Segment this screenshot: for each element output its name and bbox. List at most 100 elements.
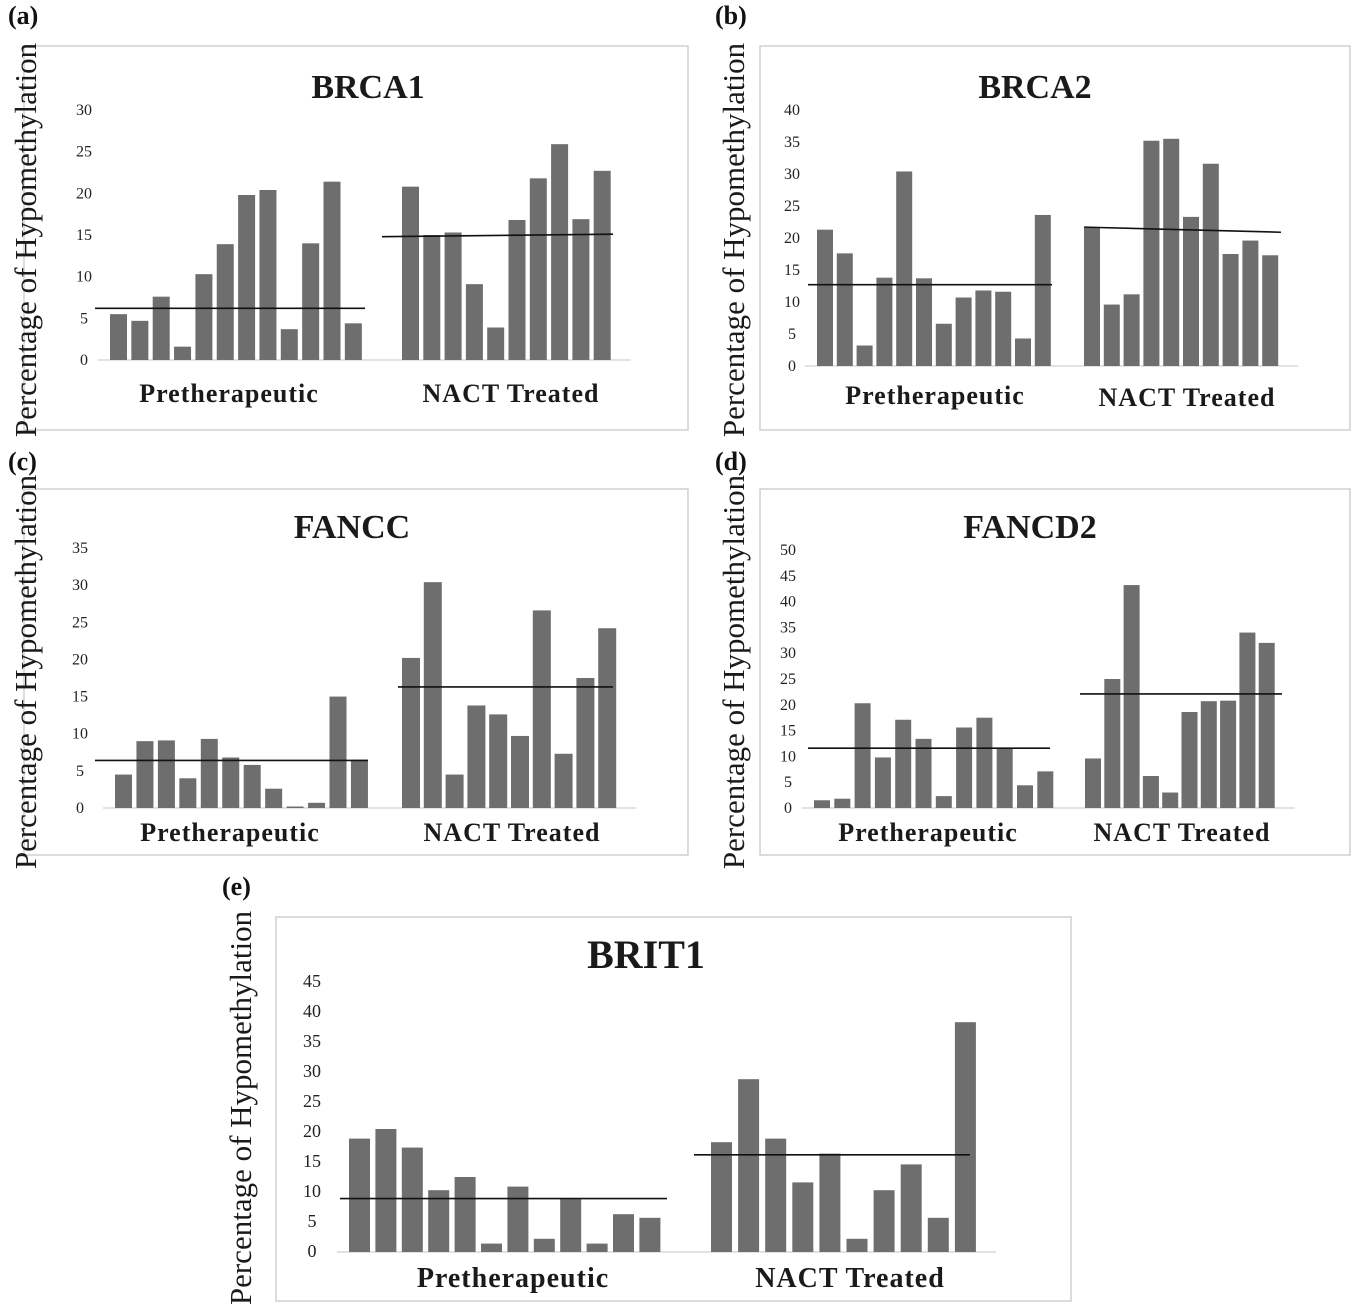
bar-nact-treated-6 [508,220,526,360]
y-tick-label: 35 [780,619,796,636]
bar-nact-treated-9 [1242,240,1259,366]
chart-title: BRCA1 [311,69,424,106]
chart-panel-brca1: (a) Percentage of Hypomethylation BRCA1 0 5 1… [8,1,689,437]
bar-nact-treated-3 [765,1138,787,1252]
bar-pretherapeutic-4 [179,778,197,808]
bar-pretherapeutic-10 [996,748,1013,808]
y-tick-label: 15 [303,1151,321,1171]
bar-pretherapeutic-4 [428,1190,450,1252]
bar-pretherapeutic-5 [454,1177,476,1252]
y-tick-label: 10 [76,269,92,286]
bar-pretherapeutic-9 [286,806,304,808]
chart-title: FANCD2 [963,509,1096,546]
y-axis-label: Percentage of Hypomethylation [8,474,43,869]
bar-pretherapeutic-4 [174,346,192,360]
y-tick-label: 25 [72,614,88,631]
bar-pretherapeutic-5 [195,274,213,360]
y-tick-label: 30 [780,645,796,662]
y-tick-label: 15 [780,723,796,740]
bar-nact-treated-4 [465,284,483,360]
panel-label: (b) [715,1,747,30]
bar-pretherapeutic-10 [302,243,320,360]
bar-pretherapeutic-11 [1017,785,1033,808]
bar-pretherapeutic-5 [895,719,912,808]
y-tick-label: 25 [303,1091,321,1111]
y-tick-label: 25 [784,198,800,215]
bar-pretherapeutic-6 [915,738,932,808]
y-tick-label: 0 [80,352,88,369]
bar-pretherapeutic-2 [834,798,851,808]
y-tick-label: 15 [72,689,88,706]
y-tick-label: 0 [788,358,796,375]
y-tick-label: 50 [780,542,796,559]
bar-pretherapeutic-9 [560,1199,582,1252]
chart-title: FANCC [294,509,410,546]
bar-pretherapeutic-6 [481,1243,502,1252]
y-tick-label: 15 [76,227,92,244]
bar-pretherapeutic-6 [916,278,932,366]
bar-pretherapeutic-11 [329,696,347,808]
bar-pretherapeutic-3 [152,296,170,360]
bar-pretherapeutic-3 [157,740,175,808]
panel-label: (c) [8,447,37,476]
chart-title: BRIT1 [587,932,705,977]
bar-pretherapeutic-8 [265,788,283,808]
bar-nact-treated-1 [1085,758,1101,808]
bar-nact-treated-1 [711,1142,732,1252]
y-axis-label: Percentage of Hypomethylation [223,910,258,1304]
bar-nact-treated-6 [1183,216,1199,366]
bar-nact-treated-10 [593,170,611,360]
group-label: NACT Treated [424,818,601,847]
y-tick-label: 20 [780,697,796,714]
bar-nact-treated-8 [900,1164,922,1252]
y-tick-label: 30 [76,102,92,119]
bar-pretherapeutic-4 [874,757,891,808]
bar-nact-treated-8 [1220,700,1237,808]
bar-nact-treated-9 [576,678,595,808]
bar-nact-treated-8 [554,753,573,808]
bar-nact-treated-4 [792,1182,814,1252]
y-tick-label: 20 [72,651,88,668]
bar-pretherapeutic-1 [817,229,833,366]
mean-line-nact-treated [381,233,614,238]
y-tick-label: 45 [303,971,321,991]
bar-pretherapeutic-5 [896,171,913,366]
y-tick-label: 5 [784,774,792,791]
group-label: Pretherapeutic [845,381,1025,410]
bar-nact-treated-2 [1103,304,1120,366]
bar-nact-treated-5 [1163,138,1180,366]
y-axis-label: Percentage of Hypomethylation [716,42,751,437]
bar-pretherapeutic-11 [1015,338,1031,366]
bar-pretherapeutic-1 [115,774,132,808]
bar-nact-treated-7 [1202,163,1219,366]
chart-panel-fancc: (c)Percentage of Hypomethylation FANCC 0 5 1… [8,447,689,869]
y-tick-label: 35 [784,134,800,151]
bar-pretherapeutic-2 [375,1129,397,1252]
bar-nact-treated-8 [1222,254,1239,366]
bar-pretherapeutic-12 [350,759,368,808]
y-tick-label: 10 [72,726,88,743]
y-tick-label: 5 [76,763,84,780]
y-tick-label: 0 [784,800,792,817]
bar-nact-treated-3 [444,232,462,360]
bar-pretherapeutic-2 [131,320,149,360]
bar-nact-treated-9 [572,219,590,360]
bar-nact-treated-6 [511,735,529,808]
bar-nact-treated-4 [467,705,486,808]
bar-pretherapeutic-11 [323,181,341,360]
y-tick-label: 25 [780,671,796,688]
bar-pretherapeutic-1 [814,800,830,808]
bar-pretherapeutic-12 [639,1217,661,1252]
bar-pretherapeutic-2 [136,741,154,808]
chart-panel-fancd2: (d)Percentage of Hypomethylation FANCD2 0 5… [715,447,1351,869]
bar-nact-treated-4 [1142,776,1159,808]
bar-nact-treated-7 [1200,701,1217,808]
bar-nact-treated-7 [873,1190,895,1252]
bar-pretherapeutic-7 [238,195,256,360]
bar-pretherapeutic-9 [976,717,993,808]
group-label: Pretherapeutic [838,818,1018,847]
bar-pretherapeutic-1 [349,1138,370,1252]
y-tick-label: 30 [72,577,88,594]
bar-nact-treated-2 [738,1079,760,1252]
